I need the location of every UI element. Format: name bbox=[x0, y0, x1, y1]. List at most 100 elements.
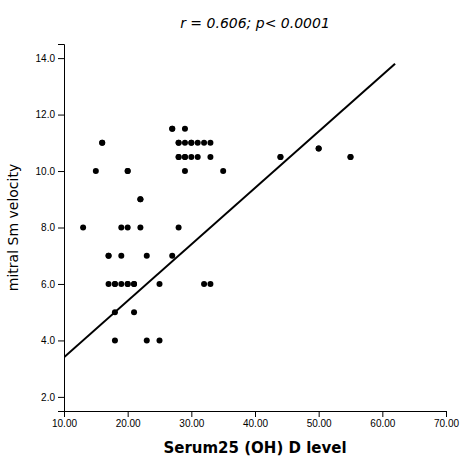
point bbox=[348, 154, 354, 160]
point bbox=[118, 281, 124, 287]
y-tick-mark bbox=[58, 228, 64, 229]
point bbox=[137, 225, 143, 231]
point bbox=[316, 145, 322, 151]
marks bbox=[64, 64, 395, 358]
y-tick-mark bbox=[58, 115, 64, 116]
x-tick: 10.00 bbox=[52, 411, 77, 429]
x-axis-label: Serum25 (OH) D level bbox=[163, 439, 346, 457]
x-axis-line bbox=[65, 412, 447, 418]
x-axis: 10.0020.0030.0040.0050.0060.0070.00 bbox=[52, 411, 459, 429]
point bbox=[106, 281, 112, 287]
x-tick-label: 10.00 bbox=[52, 418, 77, 429]
point bbox=[277, 154, 283, 160]
x-tick-label: 20.00 bbox=[116, 418, 141, 429]
y-tick-label: 12.0 bbox=[36, 109, 56, 120]
point bbox=[207, 140, 213, 146]
point bbox=[207, 154, 213, 160]
y-axis: 2.0 4.0 6.0 8.0 10.0 12.0 14.0 bbox=[36, 45, 65, 412]
point bbox=[348, 154, 354, 160]
point bbox=[169, 253, 175, 259]
x-tick-mark bbox=[319, 411, 320, 417]
point bbox=[131, 309, 137, 315]
x-tick-label: 40.00 bbox=[243, 418, 268, 429]
y-tick-label: 6.0 bbox=[41, 279, 55, 290]
point bbox=[201, 140, 207, 146]
y-tick: 12.0 bbox=[36, 109, 64, 120]
point bbox=[176, 140, 182, 146]
point bbox=[207, 281, 213, 287]
point bbox=[176, 140, 182, 146]
point bbox=[106, 253, 112, 259]
point bbox=[125, 168, 131, 174]
x-tick: 40.00 bbox=[243, 411, 268, 429]
point bbox=[195, 140, 201, 146]
point bbox=[125, 225, 131, 231]
y-tick: 4.0 bbox=[41, 335, 64, 346]
x-tick-mark bbox=[382, 411, 383, 417]
point bbox=[201, 281, 207, 287]
y-tick: 2.0 bbox=[41, 392, 64, 403]
point bbox=[182, 168, 188, 174]
point bbox=[169, 126, 175, 132]
point bbox=[144, 253, 150, 259]
x-tick: 50.00 bbox=[307, 411, 332, 429]
point bbox=[112, 337, 118, 343]
point bbox=[118, 253, 124, 259]
y-tick-label: 8.0 bbox=[41, 222, 55, 233]
point bbox=[316, 145, 322, 151]
chart: 10.0020.0030.0040.0050.0060.0070.002.04.… bbox=[0, 0, 474, 467]
y-tick: 10.0 bbox=[36, 166, 64, 177]
point bbox=[131, 281, 137, 287]
x-tick: 70.00 bbox=[434, 411, 459, 429]
point bbox=[131, 281, 137, 287]
point bbox=[176, 225, 182, 231]
x-tick-label: 70.00 bbox=[434, 418, 459, 429]
point bbox=[125, 281, 131, 287]
point bbox=[195, 154, 201, 160]
x-tick: 60.00 bbox=[370, 411, 395, 429]
point bbox=[80, 225, 86, 231]
y-tick-mark bbox=[58, 284, 64, 285]
point bbox=[93, 168, 99, 174]
x-tick-label: 60.00 bbox=[370, 418, 395, 429]
y-tick-label: 4.0 bbox=[41, 335, 55, 346]
y-tick-label: 14.0 bbox=[36, 53, 56, 64]
point bbox=[220, 168, 226, 174]
x-tick-mark bbox=[255, 411, 256, 417]
point bbox=[137, 196, 143, 202]
point bbox=[176, 154, 182, 160]
point bbox=[182, 154, 188, 160]
point bbox=[188, 140, 194, 146]
point bbox=[137, 196, 143, 202]
point bbox=[188, 154, 194, 160]
point bbox=[157, 337, 163, 343]
y-tick-label: 10.0 bbox=[36, 166, 56, 177]
y-tick: 6.0 bbox=[41, 279, 64, 290]
point bbox=[125, 281, 131, 287]
x-tick-mark bbox=[191, 411, 192, 417]
point bbox=[277, 154, 283, 160]
y-tick-label: 2.0 bbox=[41, 392, 55, 403]
x-tick: 20.00 bbox=[116, 411, 141, 429]
y-tick-mark bbox=[58, 340, 64, 341]
point bbox=[125, 168, 131, 174]
point bbox=[182, 126, 188, 132]
plot-area: 10.0020.0030.0040.0050.0060.0070.002.04.… bbox=[36, 45, 460, 430]
point bbox=[169, 126, 175, 132]
y-tick-mark bbox=[58, 397, 64, 398]
y-axis-label: mitral Sm velocity bbox=[5, 164, 21, 291]
point bbox=[99, 140, 105, 146]
x-tick-mark bbox=[446, 411, 447, 417]
y-tick: 8.0 bbox=[41, 222, 64, 233]
x-tick-mark bbox=[128, 411, 129, 417]
point bbox=[118, 225, 124, 231]
point bbox=[144, 337, 150, 343]
point bbox=[157, 281, 163, 287]
regression-line bbox=[64, 64, 395, 358]
y-tick: 14.0 bbox=[36, 53, 64, 64]
point bbox=[182, 140, 188, 146]
x-tick-label: 50.00 bbox=[307, 418, 332, 429]
title: r = 0.606; p< 0.0001 bbox=[180, 15, 330, 31]
point bbox=[112, 281, 118, 287]
point bbox=[112, 309, 118, 315]
